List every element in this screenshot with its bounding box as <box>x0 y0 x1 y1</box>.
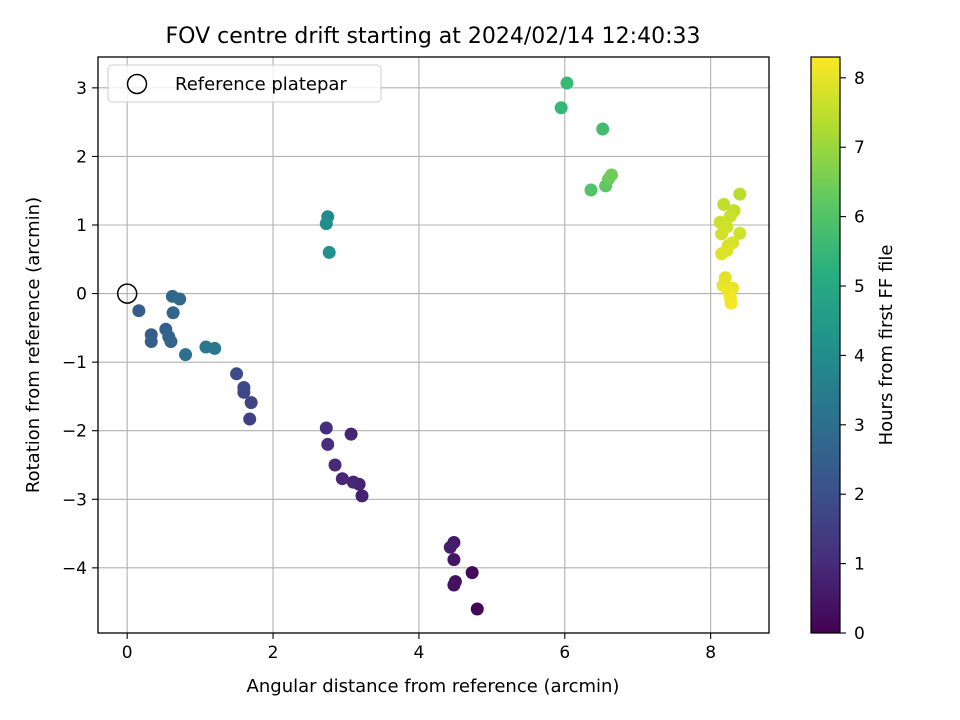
reference-platepar-marker <box>116 283 138 304</box>
data-point <box>335 472 349 486</box>
x-tick-label: 6 <box>559 643 570 663</box>
legend-entry-reference: Reference platepar <box>175 74 347 95</box>
data-point <box>328 458 342 472</box>
colorbar-tick-label: 7 <box>854 138 865 158</box>
y-tick-label: 0 <box>76 285 87 305</box>
data-point <box>243 412 257 426</box>
data-point <box>208 341 222 355</box>
legend-marker-icon <box>126 73 148 95</box>
y-tick-label: 2 <box>76 147 87 167</box>
data-point <box>596 122 610 136</box>
data-point <box>322 245 336 259</box>
y-tick-label: −4 <box>62 559 87 579</box>
data-point <box>237 381 251 395</box>
data-point <box>166 306 180 320</box>
x-axis-label: Angular distance from reference (arcmin) <box>247 676 620 697</box>
data-point <box>447 578 461 592</box>
y-tick-label: −1 <box>62 353 87 373</box>
colorbar-frame <box>810 56 841 634</box>
data-point <box>723 209 737 223</box>
data-point <box>715 247 729 261</box>
data-point <box>604 168 618 182</box>
x-tick-label: 2 <box>268 643 279 663</box>
grid-lines <box>98 57 769 633</box>
colorbar-tick-label: 1 <box>854 555 865 575</box>
data-point <box>244 396 258 410</box>
y-tick-label: 1 <box>76 216 87 236</box>
colorbar-label: Hours from first FF file <box>876 245 897 446</box>
y-axis-label: Rotation from reference (arcmin) <box>23 197 44 493</box>
x-tick-label: 4 <box>413 643 424 663</box>
colorbar-tick-label: 3 <box>854 416 865 436</box>
data-point <box>554 101 568 115</box>
data-point <box>717 197 731 211</box>
data-points <box>116 76 747 616</box>
data-point <box>724 296 738 310</box>
colorbar-tick-label: 0 <box>854 624 865 644</box>
legend-box <box>107 64 382 103</box>
plot-frame <box>97 56 770 634</box>
colorbar-tick-label: 4 <box>854 346 865 366</box>
colorbar-tick-label: 2 <box>854 485 865 505</box>
data-point <box>355 489 369 503</box>
colorbar-tick-label: 8 <box>854 69 865 89</box>
chart-title: FOV centre drift starting at 2024/02/14 … <box>166 24 701 49</box>
colorbar-ticks: 0 1 2 3 4 5 6 7 8 <box>840 69 865 644</box>
data-point <box>470 602 484 616</box>
data-point <box>319 421 333 435</box>
legend: Reference platepar <box>107 64 382 103</box>
colorbar-tick-label: 6 <box>854 208 865 228</box>
data-point <box>443 540 457 554</box>
data-point <box>144 335 158 349</box>
x-tick-label: 0 <box>122 643 133 663</box>
data-point <box>179 348 193 362</box>
colorbar-gradient <box>811 57 840 633</box>
data-point <box>230 367 244 381</box>
data-point <box>173 292 187 306</box>
data-point <box>319 217 333 231</box>
axes-ticks: 0 2 4 6 8 −4 −3 −2 −1 0 1 2 3 <box>62 79 716 663</box>
data-point <box>733 187 747 201</box>
y-tick-label: −3 <box>62 490 87 510</box>
data-point <box>733 226 747 240</box>
data-point <box>321 437 335 451</box>
y-tick-label: −2 <box>62 422 87 442</box>
colorbar: 0 1 2 3 4 5 6 7 8 Hours from first FF file <box>810 56 897 644</box>
data-point <box>447 553 461 567</box>
data-point <box>346 475 360 489</box>
x-tick-label: 8 <box>705 643 716 663</box>
data-point <box>560 76 574 90</box>
data-point <box>164 335 178 349</box>
data-point <box>132 304 146 318</box>
data-point <box>344 427 358 441</box>
y-tick-label: 3 <box>76 79 87 99</box>
data-point <box>584 183 598 197</box>
colorbar-tick-label: 5 <box>854 277 865 297</box>
data-point <box>465 566 479 580</box>
data-point <box>715 227 729 241</box>
